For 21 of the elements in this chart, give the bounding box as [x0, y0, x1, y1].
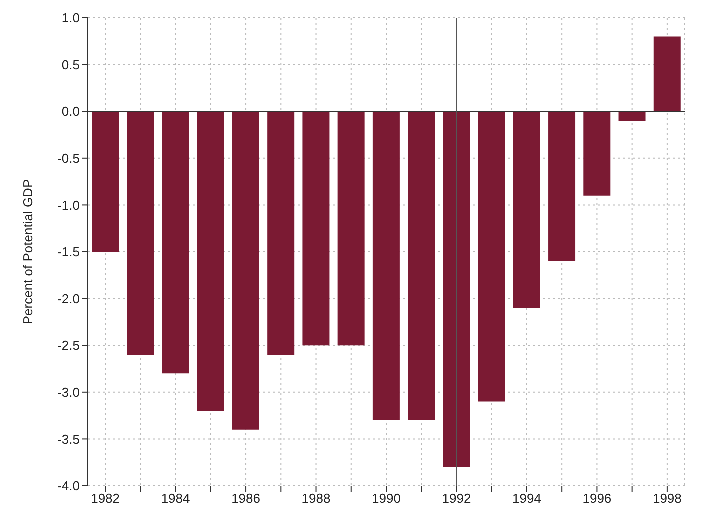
y-tick-label: -1.0	[58, 198, 80, 213]
x-tick-label: 1988	[302, 491, 331, 506]
y-tick-label: -3.5	[58, 432, 80, 447]
y-tick-label: 0.5	[62, 57, 80, 72]
y-tick-label: -1.5	[58, 244, 80, 260]
x-tick-label: 1994	[512, 491, 542, 506]
y-tick-label: -2.5	[58, 338, 80, 354]
y-tick-label: 0.0	[62, 104, 80, 120]
x-tick-label: 1996	[582, 491, 612, 506]
x-tick-label: 1986	[232, 491, 260, 506]
x-tick-label: 1990	[372, 491, 401, 506]
x-tick-label: 1992	[442, 491, 472, 506]
x-tick-label: 1998	[652, 491, 682, 506]
x-tick-label: 1984	[161, 491, 190, 506]
y-tick-label: -4.0	[58, 478, 80, 494]
y-tick-label: -3.0	[58, 385, 80, 400]
y-tick-label: -0.5	[58, 151, 80, 166]
y-tick-label: -2.0	[58, 291, 80, 306]
y-axis-title: Percent of Potential GDP	[20, 179, 36, 325]
y-tick-label: 1.0	[62, 10, 80, 26]
x-tick-label: 1982	[91, 491, 120, 506]
